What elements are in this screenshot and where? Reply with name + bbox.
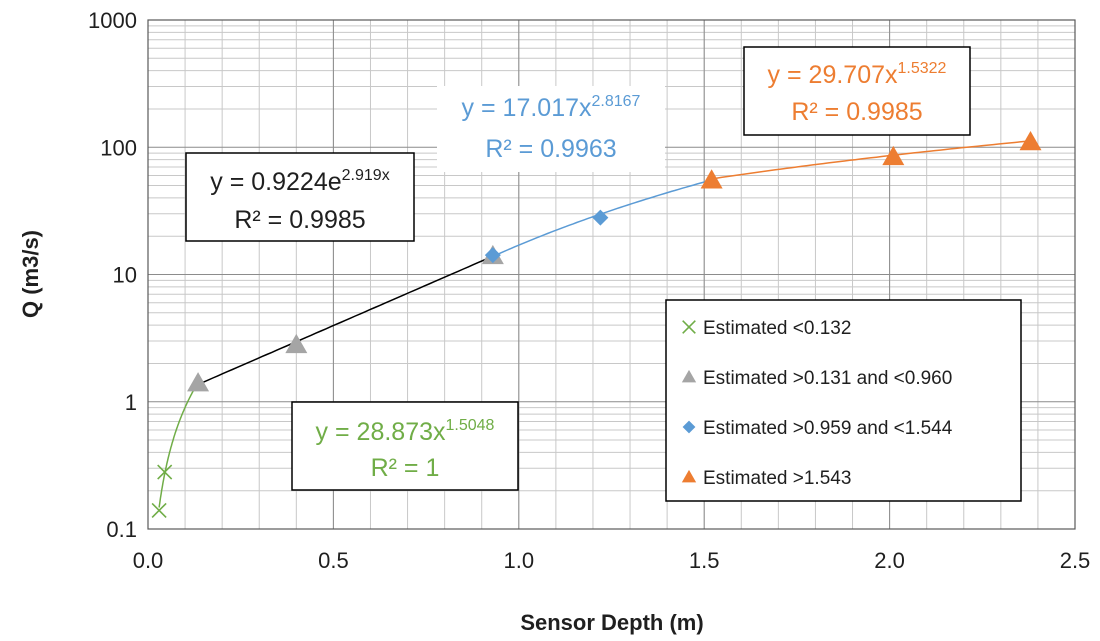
legend-item: Estimated >0.131 and <0.960: [681, 368, 952, 389]
data-point: [484, 247, 501, 264]
legend-marker: [682, 320, 696, 334]
svg-text:y = 28.873x1.5048: y = 28.873x1.5048: [316, 417, 495, 446]
y-tick-label: 1: [125, 390, 137, 415]
legend-label: Estimated >0.131 and <0.960: [703, 368, 952, 389]
data-point: [700, 169, 723, 189]
legend-marker: [681, 469, 697, 483]
legend-label: Estimated <0.132: [703, 318, 851, 339]
trendline: [197, 255, 494, 386]
data-point: [157, 464, 173, 480]
r-squared-text: R² = 0.9985: [234, 206, 365, 234]
marker-stroke: [151, 502, 167, 518]
data-point: [1019, 130, 1042, 151]
equation-exponent: 1.5322: [898, 60, 947, 77]
r-squared-text: R² = 0.9963: [485, 135, 616, 163]
y-tick-label: 0.1: [106, 517, 137, 542]
svg-text:y = 29.707x1.5322: y = 29.707x1.5322: [768, 60, 947, 89]
trendline-equation-black: y = 0.9224e2.919x R² = 0.9985: [185, 152, 415, 242]
y-axis-title: Q (m3/s): [18, 230, 43, 318]
legend-label: Estimated >0.959 and <1.544: [703, 418, 953, 439]
equation-text: y = 28.873x: [316, 418, 446, 446]
data-point: [592, 209, 609, 226]
r-squared-text: R² = 1: [371, 454, 440, 482]
legend-item: Estimated >1.543: [681, 468, 851, 489]
x-tick-label: 2.0: [874, 548, 905, 573]
x-tick-label: 1.5: [689, 548, 720, 573]
legend-item: Estimated >0.959 and <1.544: [682, 418, 953, 439]
legend-label: Estimated >1.543: [703, 468, 851, 489]
equation-text: y = 17.017x: [462, 94, 592, 122]
y-tick-labels: 0.1 1 10 100 1000: [88, 8, 137, 542]
y-tick-label: 10: [113, 263, 137, 288]
legend-marker: [681, 369, 697, 383]
trendline-equation-orange: y = 29.707x1.5322 R² = 0.9985: [743, 46, 971, 136]
marker-stroke: [157, 464, 173, 480]
x-tick-label: 2.5: [1060, 548, 1091, 573]
y-tick-label: 1000: [88, 8, 137, 33]
data-point: [151, 502, 167, 518]
x-tick-label: 1.0: [504, 548, 535, 573]
legend-item: Estimated <0.132: [682, 318, 851, 339]
trendline: [711, 140, 1031, 180]
svg-text:y = 17.017x2.8167: y = 17.017x2.8167: [462, 93, 641, 122]
x-tick-label: 0.0: [133, 548, 164, 573]
equation-exponent: 1.5048: [446, 417, 495, 434]
data-point: [187, 372, 210, 392]
trendline-equation-green: y = 28.873x1.5048 R² = 1: [291, 401, 519, 491]
r-squared-text: R² = 0.9985: [791, 98, 922, 126]
data-point: [285, 333, 308, 354]
plot-area-border: [147, 19, 1076, 530]
equation-exponent: 2.8167: [592, 93, 641, 110]
trendline-equation-blue: y = 17.017x2.8167 R² = 0.9963: [437, 86, 665, 172]
data-point: [882, 145, 905, 166]
legend: Estimated <0.132 Estimated >0.131 and <0.…: [665, 299, 1022, 502]
x-axis-title: Sensor Depth (m): [520, 610, 703, 635]
marker-stroke: [682, 320, 696, 334]
trendline: [158, 381, 199, 508]
legend-marker: [682, 420, 696, 434]
data-markers: [151, 130, 1042, 518]
x-tick-labels: 0.0 0.5 1.0 1.5 2.0 2.5: [133, 548, 1091, 573]
equation-text: y = 0.9224e: [210, 168, 341, 196]
y-tick-label: 100: [100, 135, 137, 160]
svg-text:y = 0.9224e2.919x: y = 0.9224e2.919x: [210, 167, 389, 196]
x-tick-label: 0.5: [318, 548, 349, 573]
equation-text: y = 29.707x: [768, 61, 898, 89]
equation-exponent: 2.919x: [342, 167, 390, 184]
